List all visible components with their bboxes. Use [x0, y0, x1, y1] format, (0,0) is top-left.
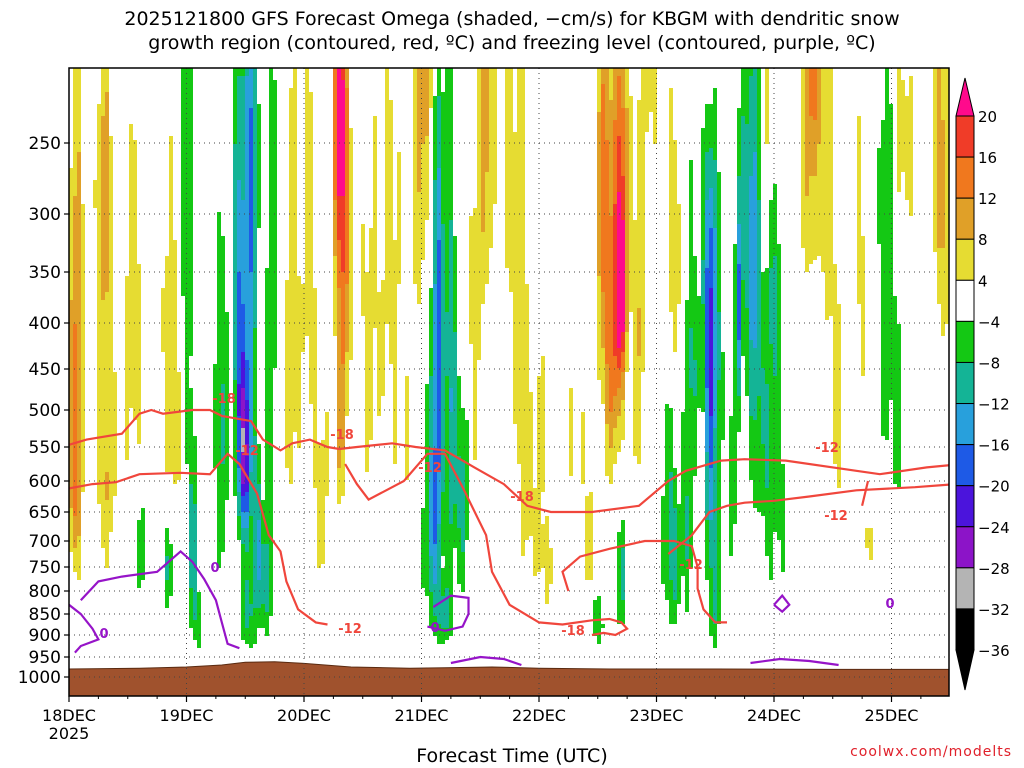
dgz-contour [344, 452, 629, 637]
colorbar-segment [955, 197, 975, 240]
y-tick-label: 250 [29, 134, 61, 154]
freezing-contour-label: 0 [430, 621, 439, 636]
x-tick-label: 24DEC [747, 706, 801, 725]
freezing-level-contour [427, 594, 470, 632]
colorbar-segment [955, 485, 975, 528]
colorbar-label: −8 [978, 354, 1000, 372]
freezing-level-contour [750, 657, 839, 667]
y-tick-label: 1000 [18, 668, 61, 688]
freezing-contour-label: 0 [210, 561, 219, 576]
dgz-contour-label: -18 [212, 392, 236, 407]
dgz-contour [861, 480, 870, 507]
colorbar-segment [955, 444, 975, 487]
freezing-level-contour [79, 549, 240, 650]
colorbar-segment [955, 567, 975, 610]
x-tick-label: 23DEC [630, 706, 684, 725]
dgz-contour-label: -18 [510, 490, 534, 505]
dgz-contour [69, 452, 328, 626]
colorbar-label: 8 [978, 231, 988, 249]
colorbar-segment [955, 320, 975, 363]
colorbar-label: 20 [978, 108, 997, 126]
colorbar-label: −16 [978, 437, 1010, 455]
freezing-contour-label: 0 [99, 627, 108, 642]
colorbar-label: −32 [978, 601, 1010, 619]
dgz-contour-label: -12 [338, 622, 362, 637]
y-tick-label: 400 [29, 314, 61, 334]
y-tick-label: 600 [29, 472, 61, 492]
freezing-contour-label: 0 [885, 597, 894, 612]
x-tick-label: 18DEC [42, 706, 96, 725]
plot-frame [68, 67, 950, 697]
colorbar-label: −36 [978, 642, 1010, 660]
colorbar-segment [955, 403, 975, 446]
y-tick-label: 900 [29, 626, 61, 646]
y-tick-label: 950 [29, 648, 61, 668]
credit-link[interactable]: coolwx.com/modelts [850, 744, 1012, 760]
colorbar-label: −24 [978, 519, 1010, 537]
y-tick-label: 800 [29, 582, 61, 602]
colorbar-label: 12 [978, 190, 997, 208]
y-tick-label: 850 [29, 605, 61, 625]
x-tick-label: 20DEC [277, 706, 331, 725]
x-tick-label: 19DEC [160, 706, 214, 725]
colorbar-segment [955, 526, 975, 569]
colorbar-label: 4 [978, 272, 988, 290]
colorbar-label: −12 [978, 396, 1010, 414]
colorbar-segment [955, 361, 975, 405]
x-year-label: 2025 [49, 724, 90, 743]
chart-title-line-2: growth region (contoured, red, ºC) and f… [148, 32, 876, 54]
dgz-contour-label: -12 [235, 444, 259, 459]
x-tick-label: 22DEC [512, 706, 566, 725]
dgz-contour-label: -18 [330, 428, 354, 443]
y-tick-label: 350 [29, 263, 61, 283]
dgz-contour-label: -12 [679, 558, 703, 573]
colorbar-label: −28 [978, 560, 1010, 578]
dgz-contour-label: -18 [561, 624, 585, 639]
y-tick-label: 550 [29, 438, 61, 458]
colorbar-label: −20 [978, 478, 1010, 496]
y-tick-label: 450 [29, 360, 61, 380]
terrain-ground [69, 661, 949, 696]
y-tick-label: 650 [29, 503, 61, 523]
colorbar-segment [955, 649, 975, 691]
chart-title-line-1: 2025121800 GFS Forecast Omega (shaded, −… [124, 8, 900, 30]
y-tick-label: 700 [29, 532, 61, 552]
y-tick-label: 300 [29, 205, 61, 225]
dgz-contour-label: -12 [815, 441, 839, 456]
colorbar-segment [955, 115, 975, 158]
dgz-contour-label: -12 [418, 461, 442, 476]
colorbar-label: 16 [978, 149, 997, 167]
freezing-level-contour [773, 593, 791, 614]
colorbar-segment [955, 238, 975, 281]
freezing-level-contour [69, 603, 100, 654]
dgz-contour [667, 483, 949, 555]
dgz-contour-label: -12 [824, 509, 848, 524]
x-axis-label: Forecast Time (UTC) [416, 745, 608, 767]
colorbar-segment [955, 608, 975, 651]
x-tick-label: 25DEC [865, 706, 919, 725]
y-tick-label: 750 [29, 558, 61, 578]
colorbar-segment [955, 77, 975, 117]
y-tick-label: 500 [29, 401, 61, 421]
colorbar-label: −4 [978, 313, 1000, 331]
freezing-level-contour [450, 655, 522, 667]
colorbar-segment [955, 156, 975, 199]
colorbar-segment [955, 279, 975, 322]
dgz-contour [69, 408, 949, 514]
x-tick-label: 21DEC [395, 706, 449, 725]
